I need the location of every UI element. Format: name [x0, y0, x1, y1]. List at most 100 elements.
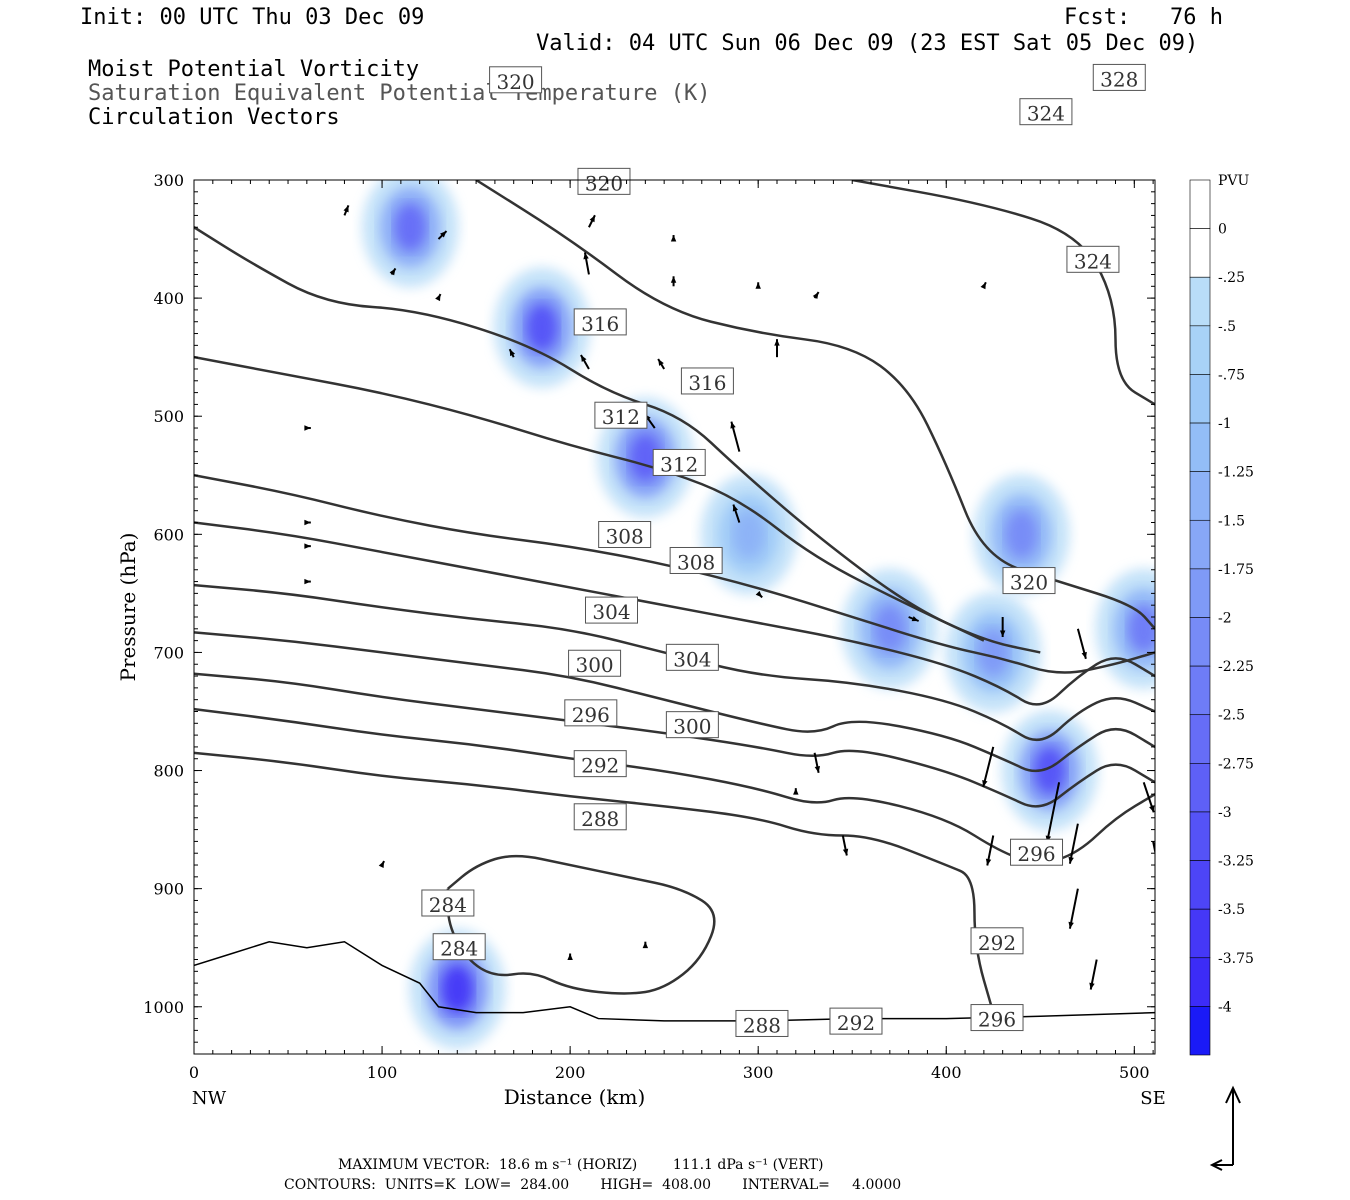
contour-label-box — [680, 367, 734, 395]
colorbar-segment — [1189, 422, 1211, 472]
contour-label-box — [421, 889, 475, 917]
contour-label-box — [970, 1004, 1024, 1032]
contour-label-box — [970, 927, 1024, 955]
colorbar: PVU 0 -.25 -.5 -.75 -1 -1.25 -1.5 -1.75 -2 -2.25 -2… — [1189, 173, 1254, 1056]
x-tick-label: 100 — [367, 1063, 398, 1082]
vector-arrowhead — [389, 268, 396, 276]
vector-arrowhead — [304, 578, 311, 585]
forecast-hour: Fcst: 76 h — [1064, 5, 1223, 30]
pv-region-core — [1127, 604, 1155, 653]
pv-region-core — [977, 628, 1010, 677]
vector-arrowhead — [755, 282, 761, 289]
y-tick-label: 700 — [153, 643, 184, 662]
contour-label-box — [573, 308, 627, 336]
contour-label-324: 324 — [1027, 102, 1065, 126]
contour-label-324: 324 — [1074, 249, 1112, 273]
contour-label-box — [829, 1007, 883, 1035]
field-title-pv: Moist Potential Vorticity — [88, 57, 420, 82]
init-time: Init: 00 UTC Thu 03 Dec 09 — [80, 5, 425, 30]
vector-arrowhead — [812, 292, 819, 299]
vector-arrowhead — [730, 421, 736, 429]
x-tick-label: 0 — [189, 1063, 199, 1082]
contour-label-316: 316 — [581, 312, 619, 336]
theta-contour-288 — [194, 751, 995, 1014]
contour-label-box — [598, 521, 652, 549]
colorbar-segment — [1189, 908, 1211, 959]
vector-arrowhead — [304, 425, 311, 431]
colorbar-level-label: -2.25 — [1218, 659, 1254, 675]
vector-arrowhead — [304, 543, 311, 549]
vector-arrowhead — [793, 788, 799, 795]
theta-contour-320 — [194, 226, 985, 642]
contour-label-box — [1066, 245, 1120, 273]
pv-shading — [362, 180, 1155, 1050]
contour-label-284: 284 — [440, 937, 478, 961]
colorbar-level-label: -.25 — [1218, 270, 1245, 286]
contour-label-304: 304 — [673, 647, 711, 671]
contour-label-320: 320 — [585, 171, 623, 195]
colorbar-level-label: -3.5 — [1218, 902, 1245, 918]
contour-label-box — [1092, 63, 1146, 91]
pv-region-core — [1005, 510, 1038, 559]
contour-label-308: 308 — [606, 525, 644, 549]
vector-arrowhead — [982, 780, 988, 787]
colorbar-segment — [1189, 763, 1211, 813]
pv-region-core — [441, 965, 474, 1014]
colorbar-segment — [1189, 957, 1211, 1007]
vector-arrowhead — [732, 504, 739, 512]
contour-label-312: 312 — [660, 452, 698, 476]
contour-label-box — [568, 649, 622, 677]
vector-arrowhead — [343, 205, 349, 213]
vector-arrowhead — [670, 235, 677, 242]
colorbar-level-label: 0 — [1218, 222, 1227, 238]
x-axis-title: Distance (km) — [504, 1085, 646, 1109]
colorbar-title: PVU — [1218, 173, 1250, 189]
circulation-vector — [982, 746, 995, 788]
colorbar-segment — [1189, 471, 1211, 521]
contour-label-box — [652, 448, 706, 476]
circulation-vector — [1046, 782, 1061, 843]
contour-label-box — [489, 66, 543, 94]
contour-label-300: 300 — [575, 653, 613, 677]
theta-contour-308 — [194, 521, 1155, 706]
colorbar-level-label: -.75 — [1218, 367, 1245, 383]
colorbar-segment — [1189, 179, 1211, 229]
contour-label-296: 296 — [1017, 842, 1055, 866]
pv-region-core — [1033, 746, 1066, 795]
contour-label-box — [564, 699, 618, 727]
theta-contour-284-loop — [446, 854, 716, 995]
theta-contour-328 — [851, 180, 1155, 406]
colorbar-level-label: -1 — [1218, 416, 1232, 432]
contour-label-box — [573, 803, 627, 831]
colorbar-level-label: -2.5 — [1218, 708, 1245, 724]
contour-label-292: 292 — [978, 931, 1016, 955]
contour-label-292: 292 — [581, 754, 619, 778]
theta-contours — [194, 180, 1155, 1014]
colorbar-segment — [1189, 1006, 1211, 1056]
contour-label-296: 296 — [978, 1008, 1016, 1032]
pv-region-core — [732, 510, 765, 559]
colorbar-level-label: -2.75 — [1218, 756, 1254, 772]
colorbar-level-label: -3 — [1218, 805, 1232, 821]
vector-arrowhead — [580, 354, 587, 362]
colorbar-level-label: -1.5 — [1218, 513, 1245, 529]
vector-arrowhead — [439, 231, 447, 238]
y-tick-label: 800 — [153, 762, 184, 781]
contour-label-296: 296 — [572, 703, 610, 727]
vector-arrowhead — [1089, 982, 1095, 990]
vector-arrowhead — [567, 953, 573, 960]
vector-arrowhead — [985, 858, 992, 866]
contour-label-304: 304 — [592, 600, 630, 624]
contour-label-328: 328 — [1100, 67, 1138, 91]
theta-contour-316 — [194, 355, 1041, 654]
contour-label-box — [577, 167, 631, 195]
colorbar-level-label: -4 — [1218, 999, 1232, 1015]
colorbar-level-label: -1.75 — [1218, 562, 1254, 578]
colorbar-segment — [1189, 276, 1211, 327]
y-axis-title: Pressure (hPa) — [116, 533, 140, 682]
vector-arrowhead — [1149, 805, 1155, 813]
y-tick-label: 500 — [153, 407, 184, 426]
field-title-vectors: Circulation Vectors — [88, 105, 340, 130]
colorbar-level-label: -.5 — [1218, 319, 1236, 335]
vector-arrowhead — [1068, 856, 1074, 864]
